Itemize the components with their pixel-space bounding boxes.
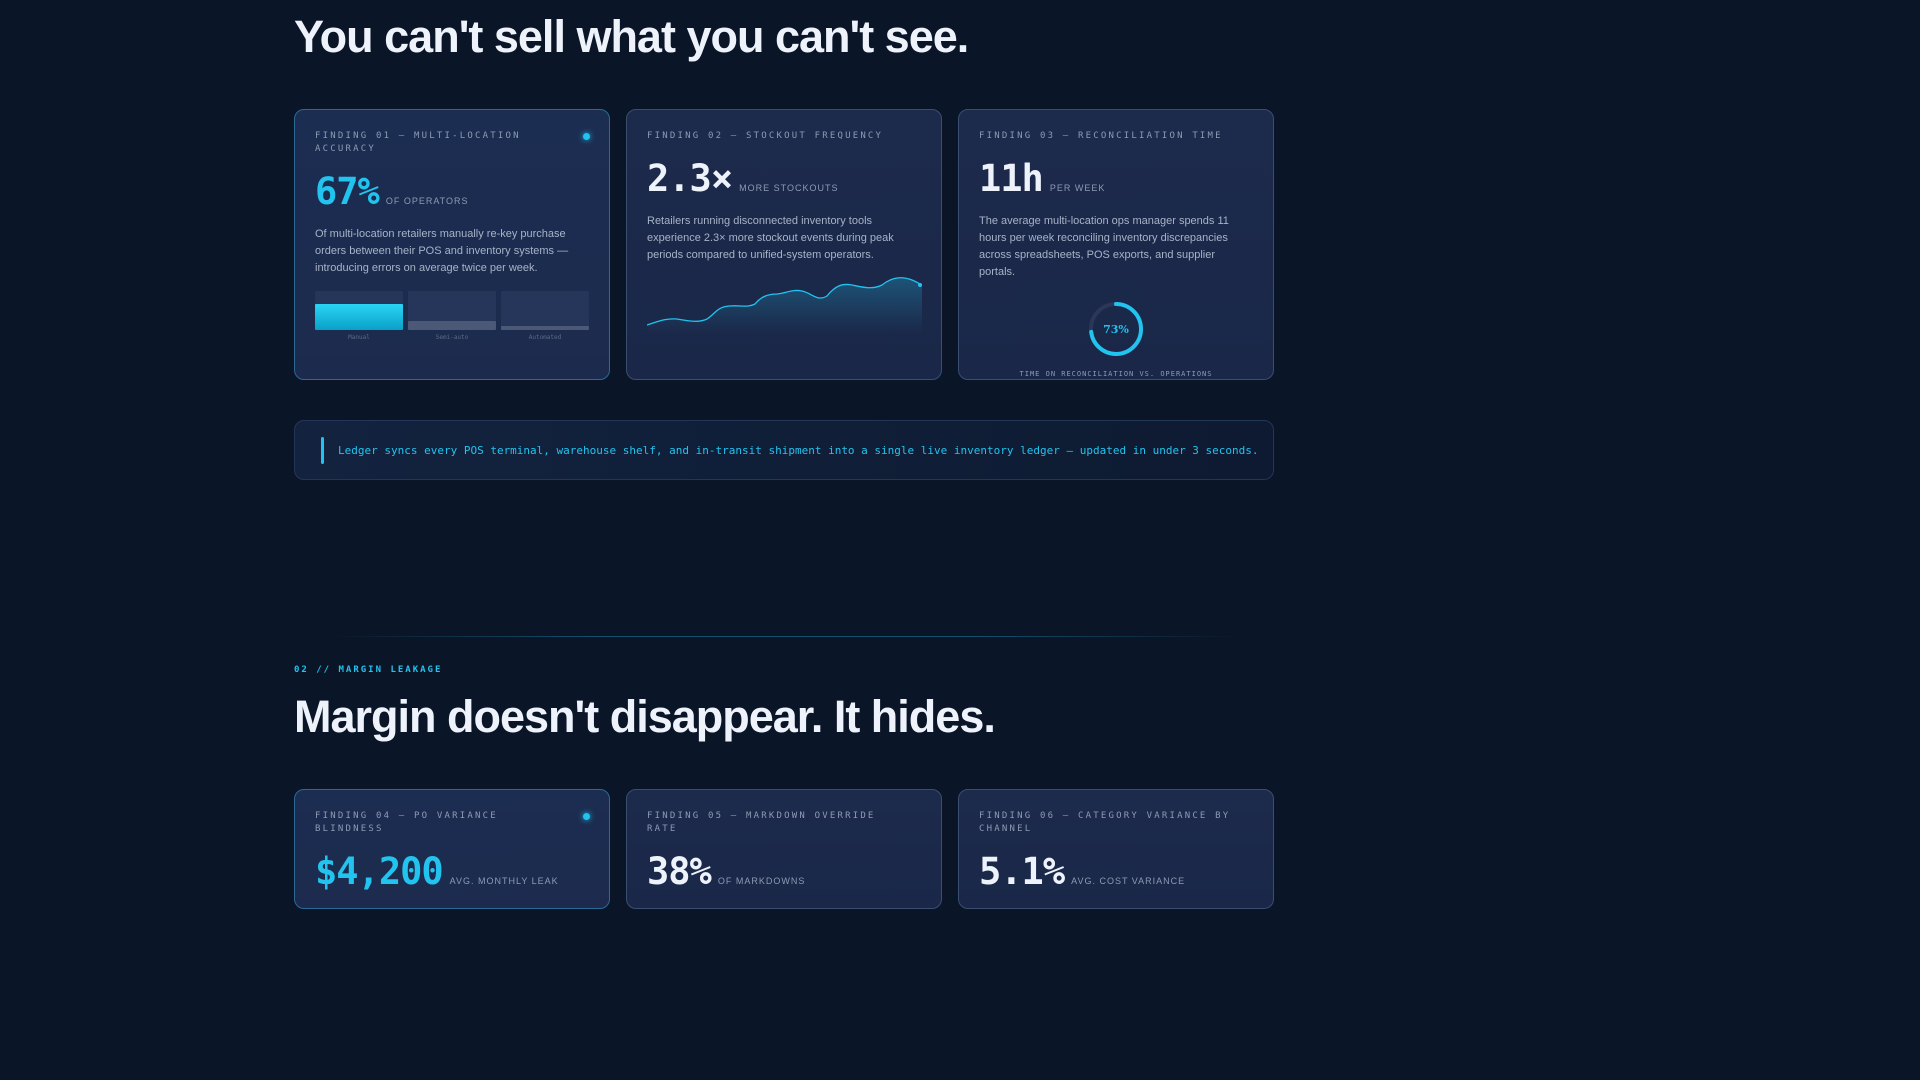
donut-chart: 73% [1089,302,1143,356]
sparkline-line [647,277,922,326]
finding-label: FINDING 05 — MARKDOWN OVERRIDE RATE [647,811,876,834]
sparkline-endpoint [918,283,922,287]
bar-fill-automated [501,326,589,330]
ledger-callout: Ledger syncs every POS terminal, warehou… [294,420,1274,480]
donut-caption: TIME ON RECONCILIATION VS. OPERATIONS [1019,370,1213,378]
bar-manual: Manual [315,291,403,341]
finding-card-04[interactable]: FINDING 04 — PO VARIANCE BLINDNESS $4,20… [294,789,610,909]
method-bar-chart: Manual Semi-auto Automated [315,291,589,341]
bar-automated: Automated [501,291,589,341]
finding-stat: 38% [647,850,712,893]
donut-arc [1089,302,1143,356]
bar-label: Semi-auto [435,334,469,341]
stockout-sparkline [647,277,922,334]
finding-stat: $4,200 [315,850,444,893]
finding-label: FINDING 02 — STOCKOUT FREQUENCY [647,131,884,141]
finding-description: Retailers running disconnected inventory… [647,215,894,261]
finding-card-03[interactable]: FINDING 03 — RECONCILIATION TIME 11h PER… [958,109,1274,380]
finding-label: FINDING 04 — PO VARIANCE BLINDNESS [315,811,498,834]
finding-card-05[interactable]: FINDING 05 — MARKDOWN OVERRIDE RATE 38% … [626,789,942,909]
finding-stat-unit: OF MARKDOWNS [717,876,806,886]
finding-stat-unit: MORE STOCKOUTS [739,183,839,193]
donut-value: 73% [1103,323,1129,336]
callout-accent-bar [321,436,324,464]
section-label: 02 // MARGIN LEAKAGE [294,665,443,675]
bar-fill-manual [315,304,403,330]
finding-stat-unit: AVG. COST VARIANCE [1071,876,1186,886]
finding-stat: 67% [315,170,380,213]
finding-stat-unit: AVG. MONTHLY LEAK [449,876,559,886]
bar-fill-semi-auto [408,321,496,330]
finding-stat: 5.1% [979,850,1065,893]
finding-stat-unit: PER WEEK [1049,183,1106,193]
finding-stat-unit: OF OPERATORS [385,196,469,206]
finding-label: FINDING 01 — MULTI-LOCATION ACCURACY [315,131,521,154]
finding-stat: 2.3× [647,157,733,200]
bar-label: Manual [348,334,370,341]
finding-stat: 11h [979,157,1044,200]
sparkline-area [647,277,922,334]
finding-description: Of multi-location retailers manually re-… [315,228,569,274]
section-headline: Margin doesn't disappear. It hides. [294,691,996,742]
active-indicator-icon [583,813,590,820]
finding-description: The average multi-location ops manager s… [979,215,1229,278]
finding-card-02[interactable]: FINDING 02 — STOCKOUT FREQUENCY 2.3× MOR… [626,109,942,380]
callout-text: Ledger syncs every POS terminal, warehou… [338,443,1259,457]
finding-label: FINDING 03 — RECONCILIATION TIME [979,131,1223,141]
finding-card-06[interactable]: FINDING 06 — CATEGORY VARIANCE BY CHANNE… [958,789,1274,909]
bar-label: Automated [528,334,562,341]
reconciliation-donut: 73% TIME ON RECONCILIATION VS. OPERATION… [979,301,1253,378]
finding-card-01[interactable]: FINDING 01 — MULTI-LOCATION ACCURACY 67%… [294,109,610,380]
active-indicator-icon [583,133,590,140]
section-headline: You can't sell what you can't see. [294,11,969,62]
finding-label: FINDING 06 — CATEGORY VARIANCE BY CHANNE… [979,811,1231,834]
bar-semi-auto: Semi-auto [408,291,496,341]
section-divider [330,636,1240,637]
